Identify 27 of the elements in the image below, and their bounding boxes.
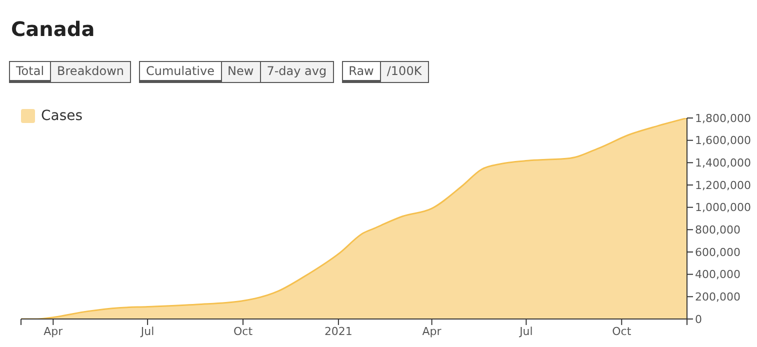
y-tick-label: 200,000: [695, 290, 740, 304]
y-tick-label: 0: [695, 312, 702, 326]
x-tick-label: 2021: [324, 324, 352, 338]
x-tick-label: Apr: [422, 324, 442, 338]
y-tick-label: 1,800,000: [695, 112, 751, 125]
toggle-button: Total: [9, 61, 52, 83]
toggle-button: New: [222, 61, 261, 83]
toggle-button: Raw: [342, 61, 381, 83]
x-tick-label: Apr: [44, 324, 64, 338]
toggle-button: Breakdown: [51, 61, 131, 83]
x-tick-label: Jul: [518, 324, 533, 338]
legend: Cases: [21, 108, 83, 124]
y-tick-label: 800,000: [695, 224, 740, 237]
legend-label: Cases: [41, 108, 83, 124]
y-tick-label: 1,200,000: [695, 178, 751, 192]
y-tick-label: 600,000: [695, 246, 740, 259]
x-tick-label: Jul: [140, 324, 154, 338]
x-tick-label: Oct: [233, 324, 254, 338]
toggle-button: 7-day avg: [260, 61, 334, 83]
y-tick-label: 1,400,000: [695, 156, 751, 170]
y-tick-label: 1,600,000: [695, 134, 751, 148]
y-tick-label: 400,000: [695, 268, 740, 282]
x-tick-label: Oct: [612, 324, 632, 338]
y-tick-label: 1,000,000: [695, 201, 751, 214]
toggle-button: /100K: [380, 61, 429, 83]
toggle-button: Cumulative: [139, 61, 222, 83]
chart-title: Canada: [11, 17, 95, 41]
